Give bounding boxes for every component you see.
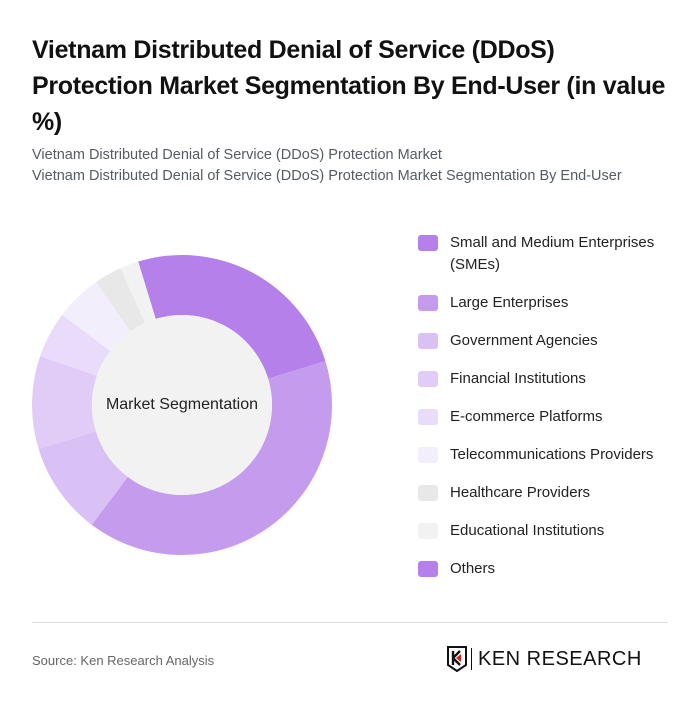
legend-label: Educational Institutions	[450, 522, 605, 539]
logo-text: KEN RESEARCH	[478, 647, 642, 670]
logo-separator	[471, 648, 472, 670]
subtitle-line-2: Vietnam Distributed Denial of Service (D…	[32, 168, 622, 184]
donut-hole	[92, 315, 272, 495]
legend-swatch	[418, 485, 438, 501]
legend-item: Government Agencies	[418, 330, 678, 352]
chart-title: Vietnam Distributed Denial of Service (D…	[32, 36, 666, 136]
legend-label: Telecommunications Providers	[450, 446, 654, 463]
legend-label: E-commerce Platforms	[450, 408, 603, 425]
legend-item: Educational Institutions	[418, 520, 678, 542]
legend-item: Healthcare Providers	[418, 482, 678, 504]
legend-label: Financial Institutions	[450, 370, 586, 387]
ken-shield-icon	[447, 646, 467, 672]
donut-chart: Market Segmentation	[32, 255, 332, 555]
legend-item: Large Enterprises	[418, 292, 678, 314]
legend-item: Telecommunications Providers	[418, 444, 678, 466]
ken-research-logo: KEN RESEARCH	[447, 646, 642, 672]
donut-svg	[32, 255, 332, 555]
donut-segment	[62, 282, 131, 351]
legend-item: Financial Institutions	[418, 368, 678, 390]
legend-swatch	[418, 333, 438, 349]
donut-segment	[38, 431, 128, 525]
legend-swatch	[418, 409, 438, 425]
subtitle-line-1: Vietnam Distributed Denial of Service (D…	[32, 147, 442, 163]
donut-segment	[120, 261, 156, 323]
donut-segment	[32, 356, 97, 449]
donut-segment	[40, 314, 111, 376]
legend-label: Government Agencies	[450, 332, 598, 349]
legend-label: Others	[450, 560, 496, 577]
legend: Small and Medium Enterprises (SMEs) Large…	[418, 232, 678, 596]
legend-item: E-commerce Platforms	[418, 406, 678, 428]
legend-label: Healthcare Providers	[450, 484, 591, 501]
donut-segment	[91, 361, 332, 555]
legend-item: Small and Medium Enterprises (SMEs)	[418, 232, 678, 276]
legend-swatch	[418, 447, 438, 463]
legend-swatch	[418, 371, 438, 387]
chart-subtitle: Vietnam Distributed Denial of Service (D…	[32, 145, 622, 187]
legend-item: Others	[418, 558, 678, 580]
source-text: Source: Ken Research Analysis	[32, 653, 215, 668]
donut-segment	[138, 255, 326, 379]
legend-swatch	[418, 295, 438, 311]
donut-segment	[95, 268, 146, 332]
footer-divider	[32, 622, 668, 623]
center-label: Market Segmentation	[105, 396, 259, 413]
legend-swatch	[418, 561, 438, 577]
legend-label: Small and Medium Enterprises (SMEs)	[450, 234, 655, 273]
legend-label: Large Enterprises	[450, 294, 569, 311]
legend-swatch	[418, 235, 438, 251]
legend-swatch	[418, 523, 438, 539]
